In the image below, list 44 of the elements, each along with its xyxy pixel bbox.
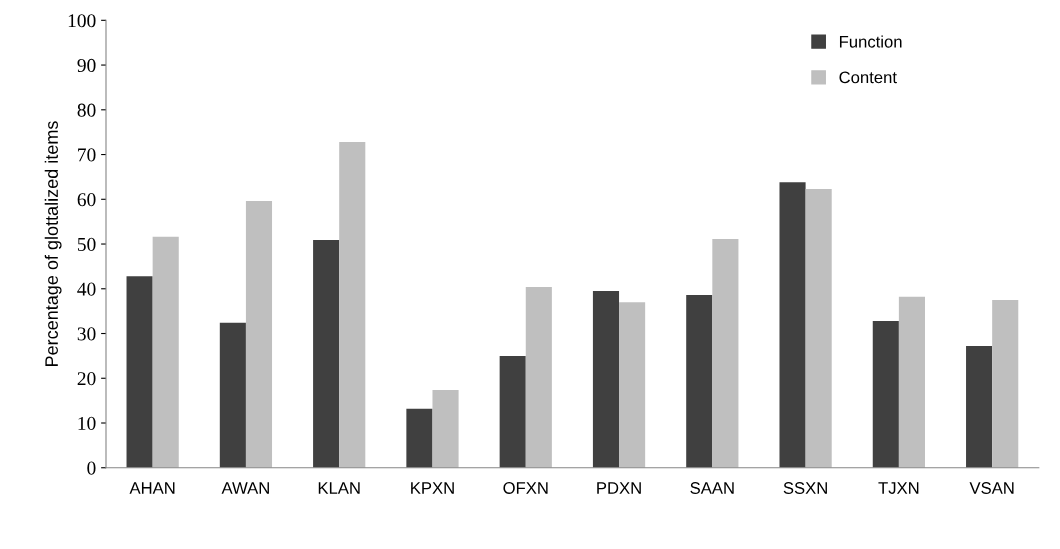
y-tick-label: 0 bbox=[87, 461, 96, 475]
bar bbox=[592, 291, 620, 468]
bar bbox=[805, 189, 832, 468]
x-tick-label: SSXN bbox=[783, 482, 827, 494]
x-tick-label: KPXN bbox=[411, 482, 454, 494]
bar bbox=[686, 295, 713, 468]
bar bbox=[499, 355, 526, 468]
x-tick-label: KLAN bbox=[318, 482, 360, 494]
x-tick-label: PDXN bbox=[597, 482, 641, 494]
x-tick-label: OFXN bbox=[503, 482, 548, 494]
y-tick-label: 10 bbox=[78, 416, 96, 430]
y-axis-title: Percentage of glottalized items bbox=[44, 121, 62, 366]
x-tick-label: SAAN bbox=[690, 482, 734, 494]
y-tick-label: 80 bbox=[77, 103, 96, 117]
y-tick-label: 30 bbox=[77, 327, 96, 341]
bar bbox=[779, 182, 806, 468]
y-tick-label: 90 bbox=[77, 58, 96, 72]
y-tick-label: 100 bbox=[68, 14, 96, 28]
bar bbox=[126, 276, 153, 468]
bar bbox=[219, 322, 246, 468]
y-tick-label: 20 bbox=[77, 372, 96, 386]
y-tick-label: 40 bbox=[77, 282, 96, 296]
x-tick-label: AWAN bbox=[221, 482, 269, 494]
bar bbox=[712, 239, 739, 468]
bar bbox=[245, 201, 273, 468]
bar bbox=[992, 299, 1019, 468]
bar bbox=[525, 286, 552, 468]
bar bbox=[339, 142, 366, 468]
bar bbox=[898, 296, 925, 468]
legend-label: Content bbox=[839, 71, 897, 84]
bar bbox=[406, 408, 433, 468]
bar bbox=[432, 389, 459, 468]
bar bbox=[872, 320, 899, 468]
y-tick-label: 60 bbox=[77, 193, 96, 207]
bar bbox=[966, 346, 993, 468]
bar bbox=[152, 236, 179, 468]
y-tick-label: 50 bbox=[77, 237, 96, 251]
y-tick-label: 70 bbox=[78, 148, 96, 162]
x-tick-label: AHAN bbox=[129, 482, 175, 494]
x-tick-label: VSAN bbox=[969, 482, 1014, 494]
bar bbox=[619, 302, 646, 468]
legend-label: Function bbox=[839, 35, 902, 48]
x-tick-label: TJXN bbox=[878, 482, 919, 494]
bar bbox=[313, 240, 340, 468]
